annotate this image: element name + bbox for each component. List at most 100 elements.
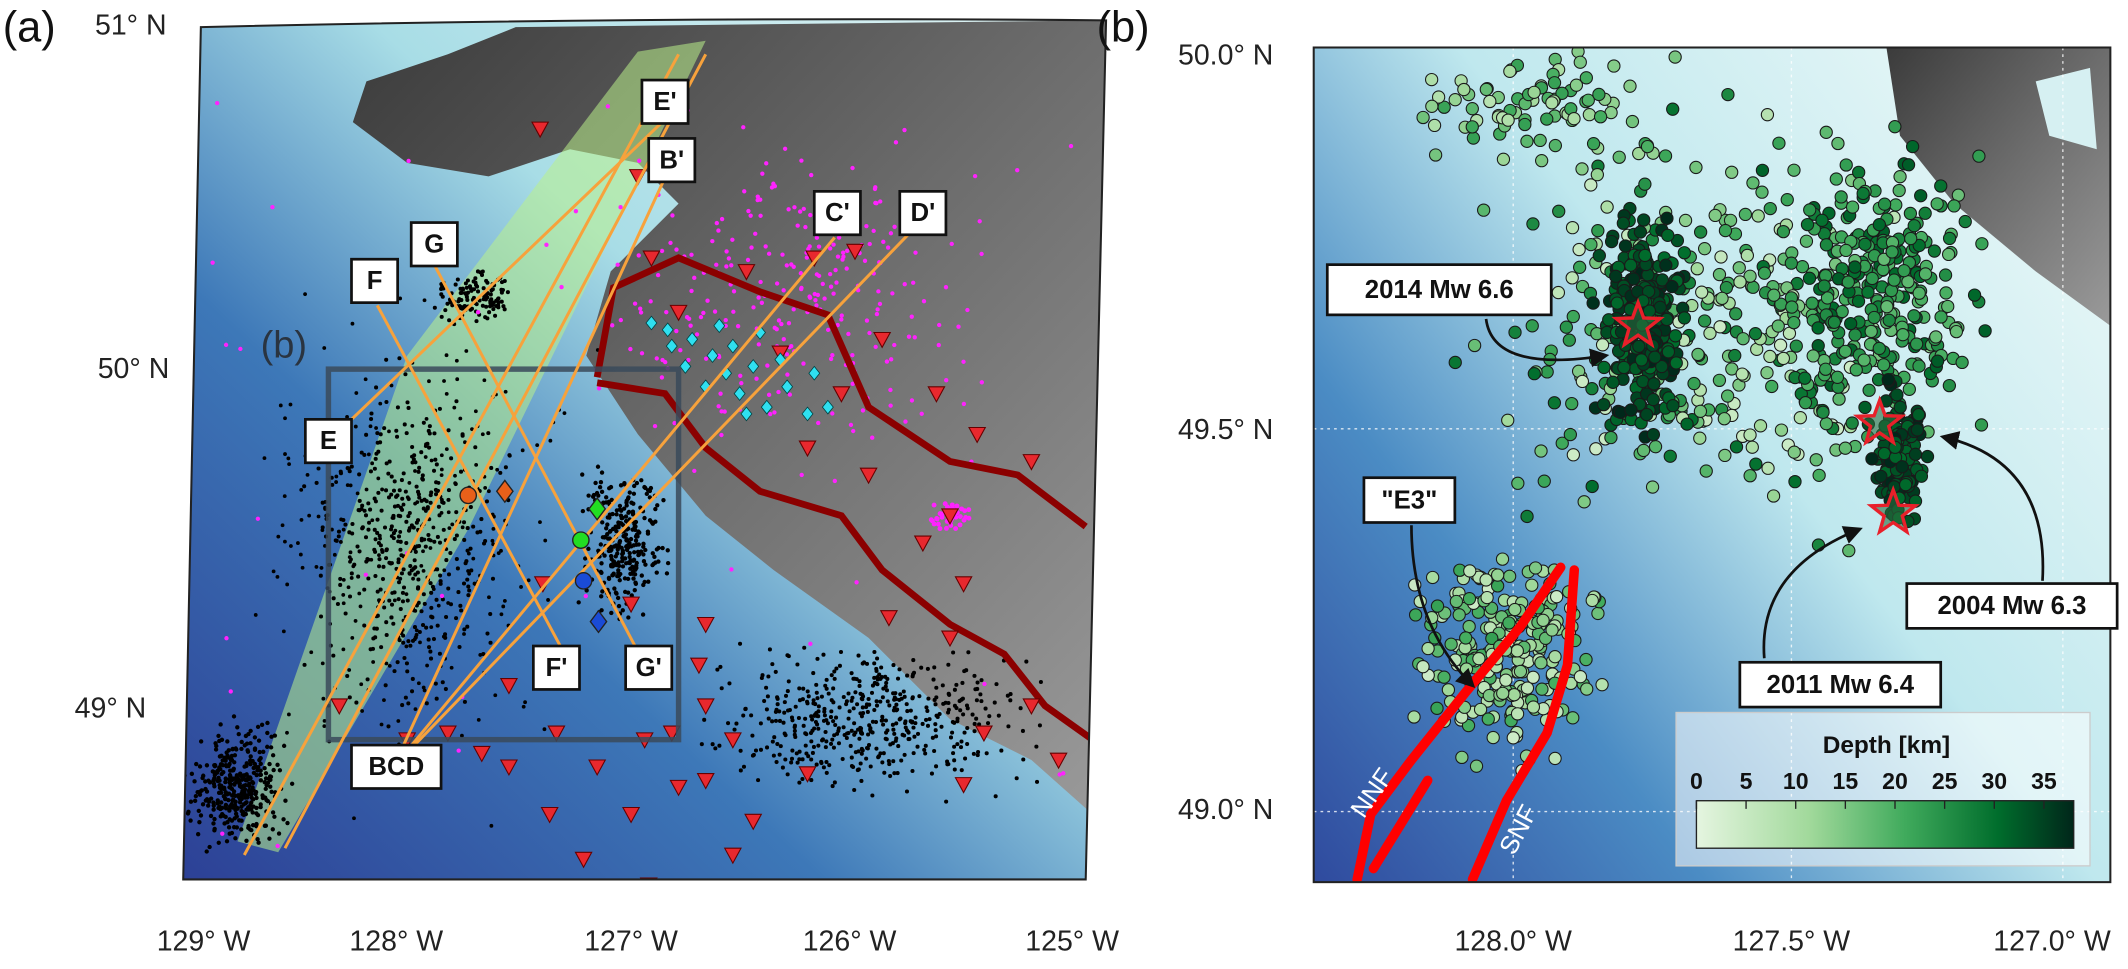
event-dot xyxy=(605,515,610,520)
station-triangle xyxy=(574,851,593,869)
event-dot xyxy=(489,823,494,828)
event-dot xyxy=(446,572,452,577)
event-dot xyxy=(406,158,411,164)
event-dot xyxy=(663,359,668,365)
event-dot xyxy=(501,304,506,309)
event-dot xyxy=(769,185,775,190)
event-dot xyxy=(760,171,765,176)
event-dot xyxy=(1501,113,1515,127)
event-dot xyxy=(242,764,247,769)
event-dot xyxy=(906,334,912,339)
event-dot xyxy=(251,765,256,771)
event-dot xyxy=(415,518,421,523)
event-dot xyxy=(362,452,367,457)
slab-contour xyxy=(593,254,1088,530)
station-diamond xyxy=(733,386,746,402)
event-dot xyxy=(417,495,422,500)
event-dot xyxy=(836,741,842,746)
event-dot xyxy=(1501,413,1515,427)
event-dot xyxy=(714,262,719,267)
event-dot xyxy=(979,251,984,257)
event-dot xyxy=(1780,193,1794,207)
event-dot xyxy=(221,813,226,818)
event-dot xyxy=(791,307,796,312)
event-dot xyxy=(404,541,409,546)
event-dot xyxy=(435,623,440,628)
event-dot xyxy=(1721,87,1735,102)
event-dot xyxy=(785,372,790,377)
event-dot xyxy=(1896,328,1910,342)
event-dot xyxy=(864,223,869,229)
event-dot xyxy=(452,405,457,410)
event-dot xyxy=(774,281,780,286)
event-dot xyxy=(461,287,466,292)
event-dot xyxy=(1861,285,1875,299)
event-dot xyxy=(446,586,451,591)
event-dot xyxy=(341,647,346,652)
map-frame xyxy=(1312,46,2112,884)
lon-label: 127° W xyxy=(584,926,678,958)
callout-box xyxy=(1905,582,2119,630)
event-dot xyxy=(526,578,531,583)
station-triangle xyxy=(499,678,518,695)
station-triangle xyxy=(954,576,973,593)
event-dot xyxy=(1586,136,1601,151)
event-dot xyxy=(1755,185,1769,199)
event-dot xyxy=(1555,86,1569,100)
event-dot xyxy=(413,707,418,712)
event-dot xyxy=(985,721,991,726)
event-dot xyxy=(887,762,892,767)
event-dot xyxy=(334,480,339,484)
event-dot xyxy=(302,484,307,489)
event-dot xyxy=(614,528,619,534)
event-dot xyxy=(256,738,262,743)
event-dot xyxy=(810,750,815,755)
event-dot xyxy=(609,497,614,503)
event-dot xyxy=(853,690,858,695)
event-dot xyxy=(486,489,491,494)
event-dot xyxy=(359,682,364,687)
event-dot xyxy=(338,576,343,581)
event-dot xyxy=(1890,388,1904,402)
event-dot xyxy=(972,729,977,734)
event-dot xyxy=(781,288,786,293)
event-dot xyxy=(787,707,792,713)
event-dot xyxy=(1508,602,1522,617)
event-dot xyxy=(1575,374,1590,389)
event-dot xyxy=(811,744,816,749)
event-dot xyxy=(933,728,938,733)
event-dot xyxy=(1907,309,1921,323)
station-diamond xyxy=(747,358,760,374)
event-dot xyxy=(407,571,412,576)
event-dot xyxy=(599,561,604,566)
event-dot xyxy=(1733,275,1747,289)
event-dot xyxy=(231,825,237,830)
event-dot xyxy=(462,627,467,632)
event-dot xyxy=(432,539,437,544)
event-dot xyxy=(307,513,312,518)
event-dot xyxy=(719,216,725,222)
event-dot xyxy=(428,546,433,550)
event-dot xyxy=(372,547,377,552)
event-dot xyxy=(793,704,798,709)
event-dot xyxy=(368,424,373,429)
event-dot xyxy=(275,762,280,768)
event-dot xyxy=(1818,362,1833,376)
event-dot xyxy=(542,727,547,732)
event-dot xyxy=(946,762,951,767)
event-dot xyxy=(227,772,233,778)
event-dot xyxy=(330,482,335,487)
event-dot xyxy=(218,762,224,767)
event-dot xyxy=(1974,418,1989,432)
event-dot xyxy=(823,745,828,750)
event-dot xyxy=(886,759,891,764)
event-dot xyxy=(604,526,609,531)
event-dot xyxy=(926,696,931,701)
event-dot xyxy=(824,686,829,691)
event-dot xyxy=(401,567,406,572)
event-dot xyxy=(1851,294,1866,308)
event-dot xyxy=(937,526,943,532)
event-dot xyxy=(717,743,722,748)
callout-arrow xyxy=(1484,318,1610,368)
